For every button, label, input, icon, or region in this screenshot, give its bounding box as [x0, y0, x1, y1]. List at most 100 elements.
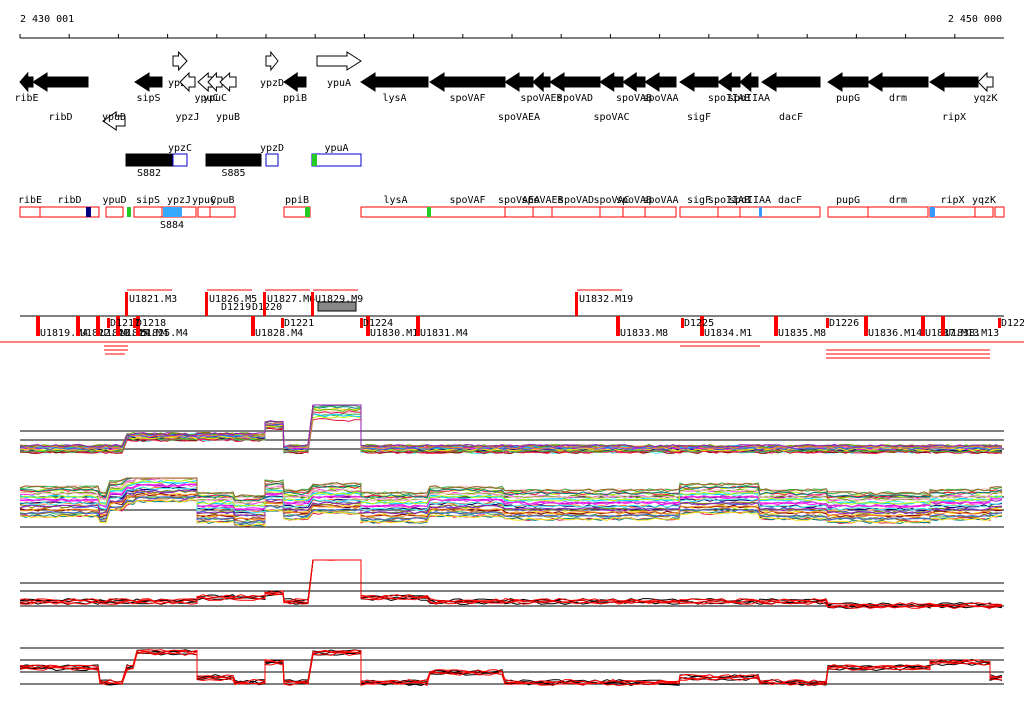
operon-label: spoIIAB [708, 195, 750, 206]
gene-arrow[interactable] [179, 71, 196, 93]
gene-arrow[interactable] [532, 71, 551, 93]
gene-arrow[interactable] [929, 72, 979, 92]
operon-box[interactable] [974, 206, 994, 218]
segment-marker [36, 316, 40, 336]
srna-box[interactable] [311, 153, 362, 167]
gene-label: drm [889, 93, 907, 104]
operon-box[interactable] [929, 206, 976, 218]
operon-label: spoVAF [449, 195, 485, 206]
gene-label: ypuC [194, 93, 218, 104]
segment-track: D1219 D1220 U1821.M3 U1826.M5 U1827.M6 U182… [0, 289, 1024, 359]
operon-box[interactable] [679, 206, 719, 218]
gene-arrow[interactable] [867, 72, 929, 92]
operon-box[interactable] [622, 206, 646, 218]
gene-label: sigF [687, 112, 711, 123]
operon-box[interactable] [105, 206, 124, 218]
operon-box[interactable] [209, 206, 236, 218]
gene-arrow[interactable] [134, 72, 163, 92]
gene-arrow[interactable] [265, 50, 279, 72]
operon-box[interactable] [39, 206, 100, 218]
operon-box[interactable] [551, 206, 601, 218]
operon-box[interactable] [994, 206, 1005, 218]
gene-arrow[interactable] [504, 72, 534, 92]
operon-mark [427, 207, 431, 217]
gene-arrow[interactable] [32, 72, 89, 92]
segment-marker [281, 318, 284, 328]
gene-arrow[interactable] [761, 72, 821, 92]
gene-arrow[interactable] [977, 71, 994, 93]
operon-box[interactable] [739, 206, 761, 218]
gene-arrow[interactable] [219, 71, 237, 93]
operon-box[interactable] [429, 206, 506, 218]
gene-arrow[interactable] [283, 72, 307, 92]
gene-arrow[interactable] [739, 71, 759, 93]
segment-small-label: D1218 [136, 318, 166, 329]
gene-arrow[interactable] [172, 50, 188, 72]
gene-label: pupG [836, 93, 860, 104]
gene-label: yqzK [973, 93, 997, 104]
srna-label: ypzC [168, 143, 192, 154]
segment-marker [96, 316, 100, 336]
expression-trace [19, 559, 1003, 608]
operon-box[interactable] [867, 206, 929, 218]
operon-box[interactable] [717, 206, 741, 218]
gene-arrow[interactable] [360, 72, 429, 92]
srna-box[interactable] [172, 153, 188, 167]
operon-box[interactable] [504, 206, 534, 218]
operon-box[interactable] [197, 206, 211, 218]
operon-box[interactable] [360, 206, 431, 218]
segment-marker [616, 316, 620, 336]
operon-box[interactable] [599, 206, 624, 218]
gene-arrow[interactable] [549, 72, 601, 92]
operon-box[interactable] [19, 206, 41, 218]
expression-trace [19, 489, 1003, 518]
gene-arrow[interactable] [102, 111, 126, 131]
expression-trace [19, 404, 1003, 451]
segment-marker [251, 316, 255, 336]
gene-arrow[interactable] [679, 72, 719, 92]
operon-label: sipS [136, 195, 160, 206]
segment-label: U1832.M19 [579, 294, 633, 305]
expression-trace [19, 404, 1003, 451]
gene-arrow[interactable] [599, 72, 624, 92]
gene-arrow[interactable] [622, 72, 646, 92]
gene-arrow[interactable] [19, 71, 34, 93]
segment-label: U1835.M8 [778, 328, 826, 339]
operon-mark [759, 207, 762, 217]
hatched-block [317, 301, 357, 312]
gene-arrow[interactable] [644, 72, 677, 92]
gene-label: lysA [382, 93, 406, 104]
segment-small-label: D1217 [110, 318, 140, 329]
srna-box[interactable] [265, 153, 279, 167]
gene-arrow[interactable] [429, 72, 506, 92]
expression-trace [19, 499, 1003, 527]
operon-label: ypzJ [167, 195, 191, 206]
operon-mark [86, 207, 91, 217]
operon-box[interactable] [644, 206, 677, 218]
operon-box[interactable] [532, 206, 553, 218]
segment-small-label: D1224 [363, 318, 393, 329]
gene-label: spoVAD [557, 93, 593, 104]
operon-label: lysA [383, 195, 407, 206]
segment-marker [575, 292, 578, 316]
operon-box[interactable] [759, 206, 821, 218]
srna-box[interactable] [205, 153, 262, 167]
gene-label: ribE [14, 93, 38, 104]
operon-box[interactable] [827, 206, 869, 218]
gene-arrow[interactable] [717, 72, 741, 92]
srna-label: ypuA [324, 143, 348, 154]
gene-arrow[interactable] [827, 72, 869, 92]
expression-trace [19, 477, 1003, 498]
expression-trace [19, 404, 1003, 452]
expression-trace [19, 404, 1003, 451]
segment-label: U1829.M9 [315, 294, 363, 305]
coord-start: 2 430 001 [20, 14, 74, 25]
segment-label: U1827.M6 [267, 294, 315, 305]
gene-arrow[interactable] [316, 51, 362, 71]
operon-box[interactable] [133, 206, 163, 218]
srna-box[interactable] [125, 153, 173, 167]
gene-label: ribD [48, 112, 72, 123]
operon-label: ypuD [102, 195, 126, 206]
